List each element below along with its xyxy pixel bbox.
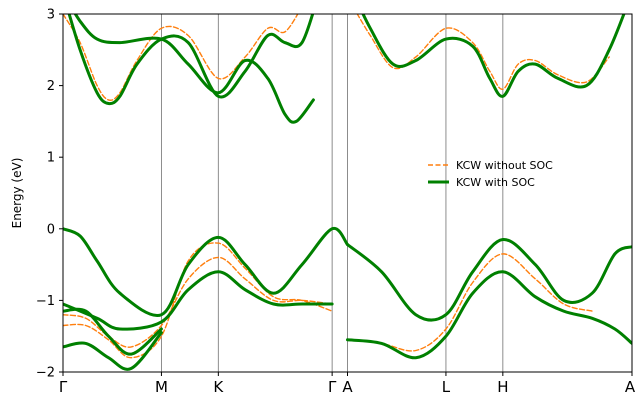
y-axis-label: Energy (eV) [10, 158, 24, 229]
band-with-soc [63, 226, 349, 318]
x-tick-label: H [497, 378, 508, 396]
legend-label: KCW without SOC [456, 159, 553, 172]
x-tick-label: M [155, 378, 168, 396]
band-with-soc [346, 238, 632, 322]
x-tick-label: Γ [59, 378, 68, 396]
x-tick-label: A [625, 378, 636, 396]
legend-label: KCW with SOC [456, 176, 535, 189]
band-without-soc [356, 14, 610, 90]
band-with-soc [63, 270, 334, 331]
band-with-soc [63, 331, 163, 371]
band-with-soc [346, 270, 632, 360]
band-with-soc [67, 14, 315, 106]
legend: KCW without SOC KCW with SOC [428, 159, 553, 189]
band-with-soc [361, 14, 626, 98]
band-without-soc [63, 14, 299, 101]
y-tick-label: 2 [47, 79, 55, 94]
x-tick-label: L [442, 378, 451, 396]
band-without-soc [63, 242, 333, 359]
y-tick-label: 3 [47, 8, 55, 23]
y-axis-ticks: −2 −1 0 1 2 3 [36, 8, 63, 381]
y-tick-label: −1 [36, 294, 55, 309]
x-tick-label: A [342, 378, 353, 396]
band-without-soc [346, 253, 593, 352]
band-without-soc [63, 256, 333, 348]
y-tick-label: −2 [36, 366, 55, 381]
y-tick-label: 0 [47, 222, 55, 237]
x-tick-label: K [213, 378, 224, 396]
band-with-soc [73, 14, 315, 124]
x-tick-label: Γ [328, 378, 337, 396]
y-tick-label: 1 [47, 151, 55, 166]
band-with-soc [63, 307, 163, 356]
band-curves [63, 14, 632, 371]
high-symmetry-lines [160, 14, 504, 372]
